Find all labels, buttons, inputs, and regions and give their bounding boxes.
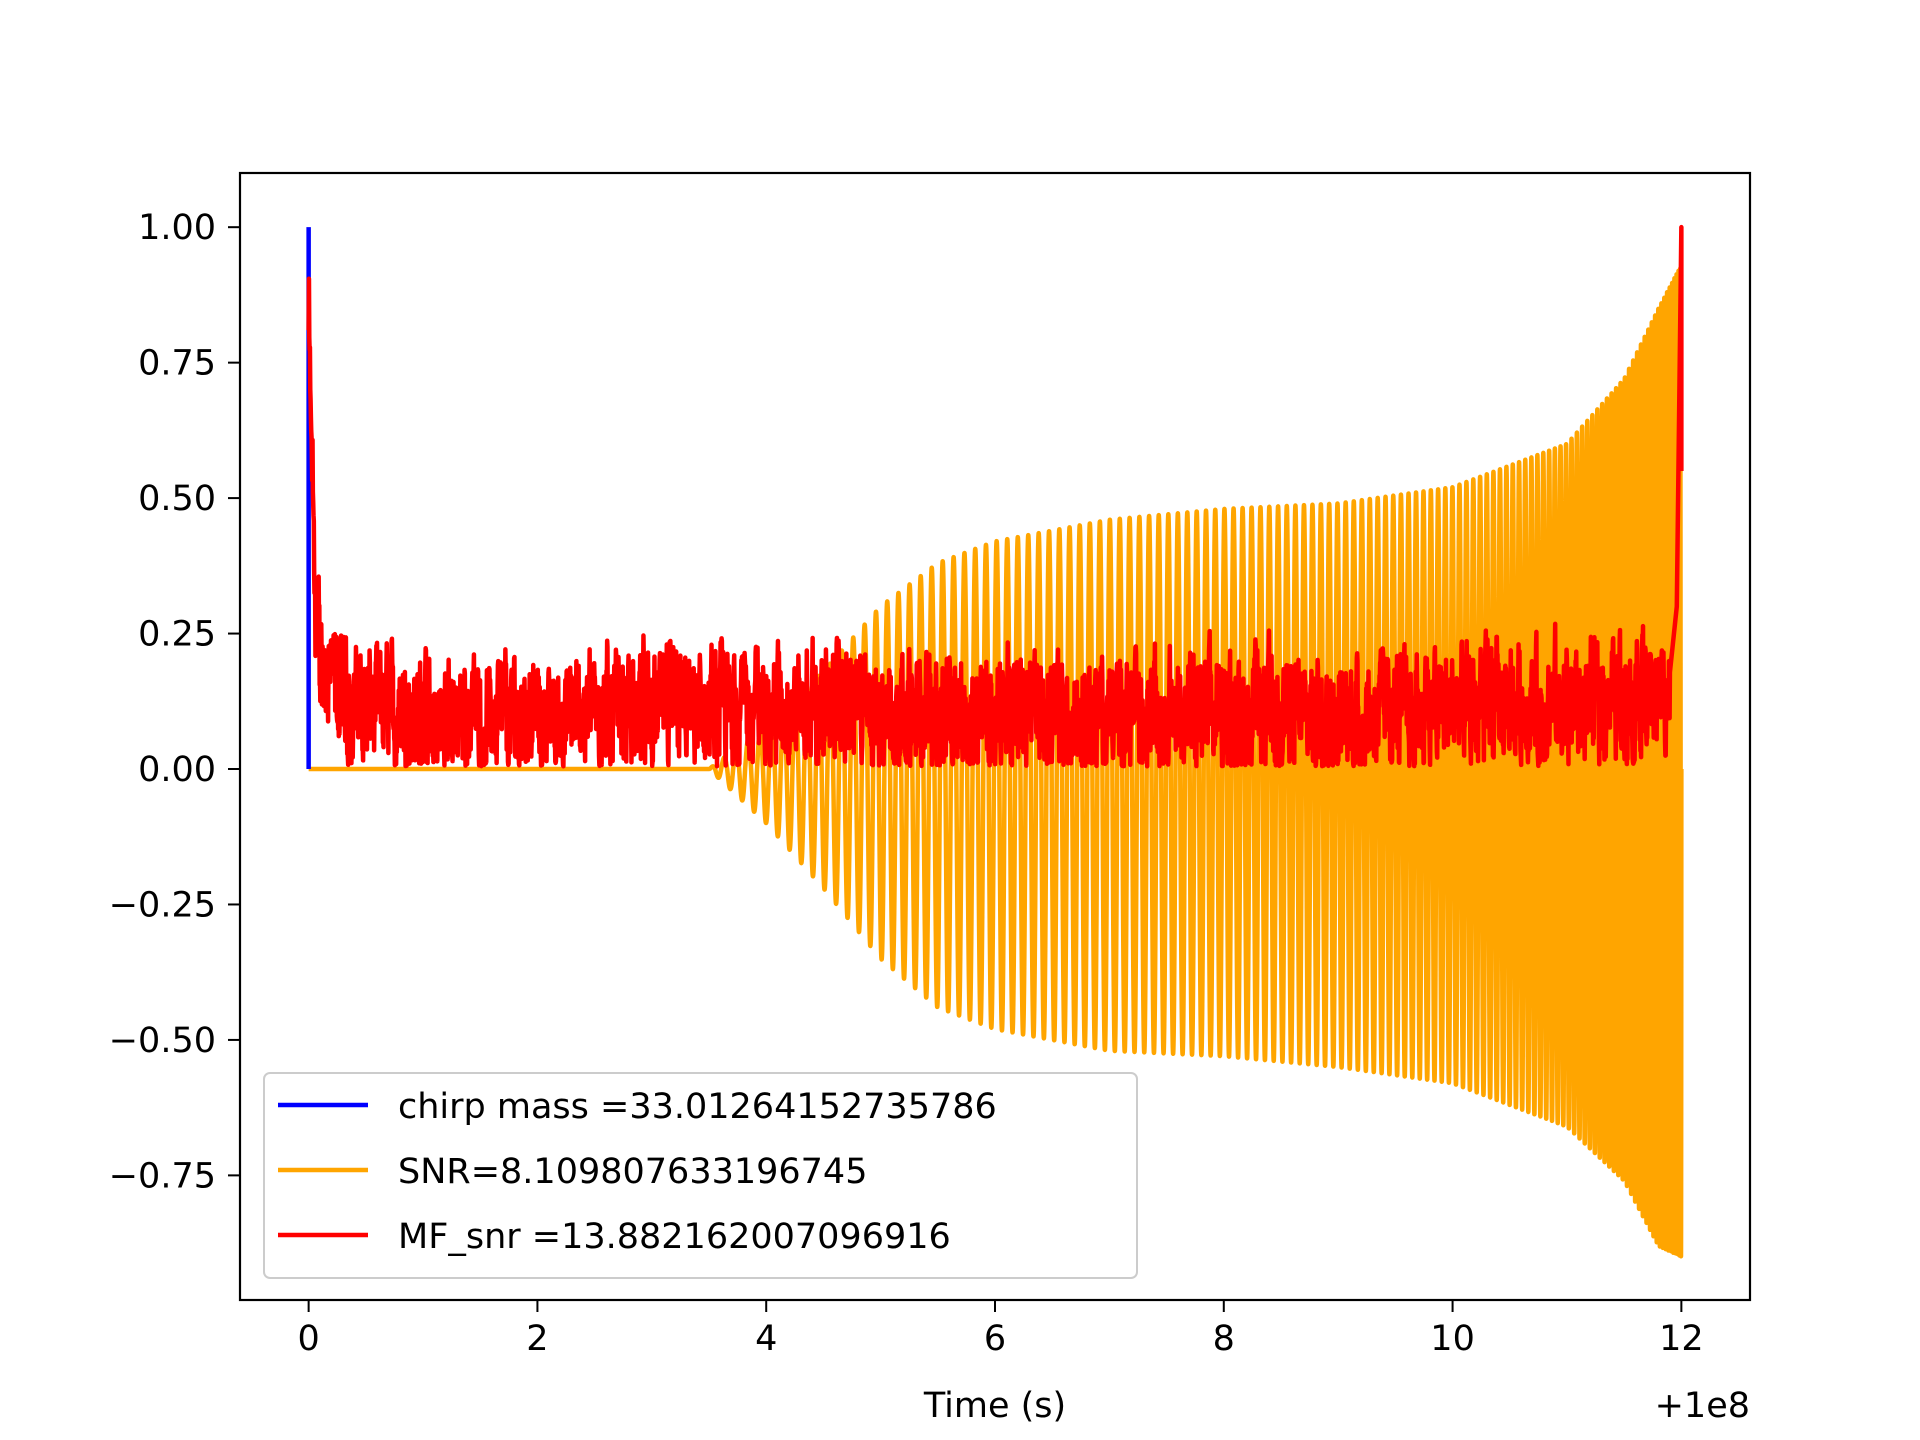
x-tick-label: 4 bbox=[755, 1319, 777, 1359]
series-line-mf-snr bbox=[306, 224, 1684, 769]
legend-frame bbox=[263, 1072, 1138, 1279]
plot-series bbox=[306, 224, 1684, 1259]
y-tick-label: −0.25 bbox=[109, 885, 216, 925]
x-tick-label: 0 bbox=[297, 1319, 319, 1359]
y-tick-label: 0.00 bbox=[138, 750, 216, 790]
y-tick-label: 0.75 bbox=[138, 344, 216, 384]
x-tick-label: 6 bbox=[984, 1319, 1006, 1359]
y-tick-label: 0.25 bbox=[138, 615, 216, 655]
legend-label-chirp-mass: chirp mass =33.01264152735786 bbox=[398, 1087, 997, 1127]
x-axis: 0 2 4 6 8 10 12 bbox=[297, 1300, 1704, 1359]
x-axis-offset-label: +1e8 bbox=[1655, 1386, 1750, 1426]
y-tick-label: 0.50 bbox=[138, 479, 216, 519]
legend-label-mf-snr: MF_snr =13.882162007096916 bbox=[398, 1217, 951, 1257]
legend-label-snr: SNR=8.109807633196745 bbox=[398, 1152, 867, 1192]
x-tick-label: 8 bbox=[1213, 1319, 1235, 1359]
y-tick-label: −0.50 bbox=[109, 1021, 216, 1061]
x-tick-label: 12 bbox=[1659, 1319, 1704, 1359]
legend: chirp mass =33.01264152735786 SNR=8.1098… bbox=[263, 1072, 1138, 1279]
y-axis: 1.00 0.75 0.50 0.25 0.00 −0.25 −0.50 −0.75 bbox=[109, 208, 240, 1196]
y-tick-label: 1.00 bbox=[138, 208, 216, 248]
series-line-snr bbox=[308, 266, 1684, 1259]
x-tick-label: 10 bbox=[1430, 1319, 1475, 1359]
x-axis-label: Time (s) bbox=[923, 1386, 1066, 1426]
x-tick-label: 2 bbox=[526, 1319, 548, 1359]
y-tick-label: −0.75 bbox=[109, 1156, 216, 1196]
